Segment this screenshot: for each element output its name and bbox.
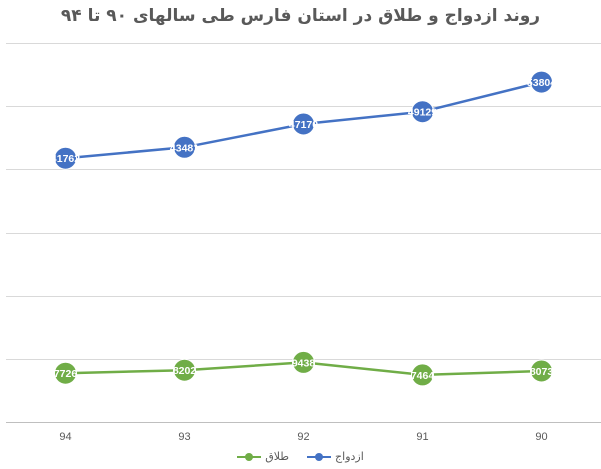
data-label: 47170 [289, 119, 318, 131]
legend-label-divorce: طلاق [265, 450, 290, 463]
legend-swatch-divorce [237, 452, 262, 461]
data-point [530, 359, 553, 383]
data-label: 49129 [408, 107, 437, 119]
legend-label-marriage: ازدواج [335, 450, 364, 463]
gridlines [6, 43, 601, 360]
legend-item-marriage: ازدواج [307, 450, 364, 463]
data-point [411, 100, 434, 124]
data-point [292, 350, 315, 374]
x-tick-label: 93 [178, 431, 190, 443]
legend-item-divorce: طلاق [237, 450, 289, 463]
data-point [54, 361, 77, 385]
data-point [173, 358, 196, 382]
data-point [54, 146, 77, 170]
x-tick-label: 90 [535, 431, 547, 443]
x-tick-label: 94 [59, 431, 71, 443]
x-axis: 94 93 92 91 90 [6, 422, 601, 443]
data-point [292, 112, 315, 136]
series-layer: 41762 43481 47170 49129 53804 7726 8202 9438 746… [51, 70, 556, 387]
data-label: 43481 [170, 142, 199, 154]
data-label: 53804 [527, 77, 556, 89]
data-label: 7464 [411, 370, 435, 382]
legend: طلاق ازدواج [0, 450, 601, 463]
data-point [411, 363, 434, 387]
legend-swatch-marriage [307, 452, 332, 461]
x-tick-label: 91 [416, 431, 428, 443]
data-label: 7726 [54, 368, 78, 380]
data-label: 41762 [51, 153, 80, 165]
data-label: 8073 [530, 366, 554, 378]
data-point [530, 70, 553, 94]
data-label: 9438 [292, 357, 316, 369]
chart-title: روند ازدواج و طلاق در استان فارس طی ساله… [60, 6, 541, 26]
x-tick-label: 92 [297, 431, 309, 443]
data-label: 8202 [173, 365, 197, 377]
data-point [173, 135, 196, 159]
